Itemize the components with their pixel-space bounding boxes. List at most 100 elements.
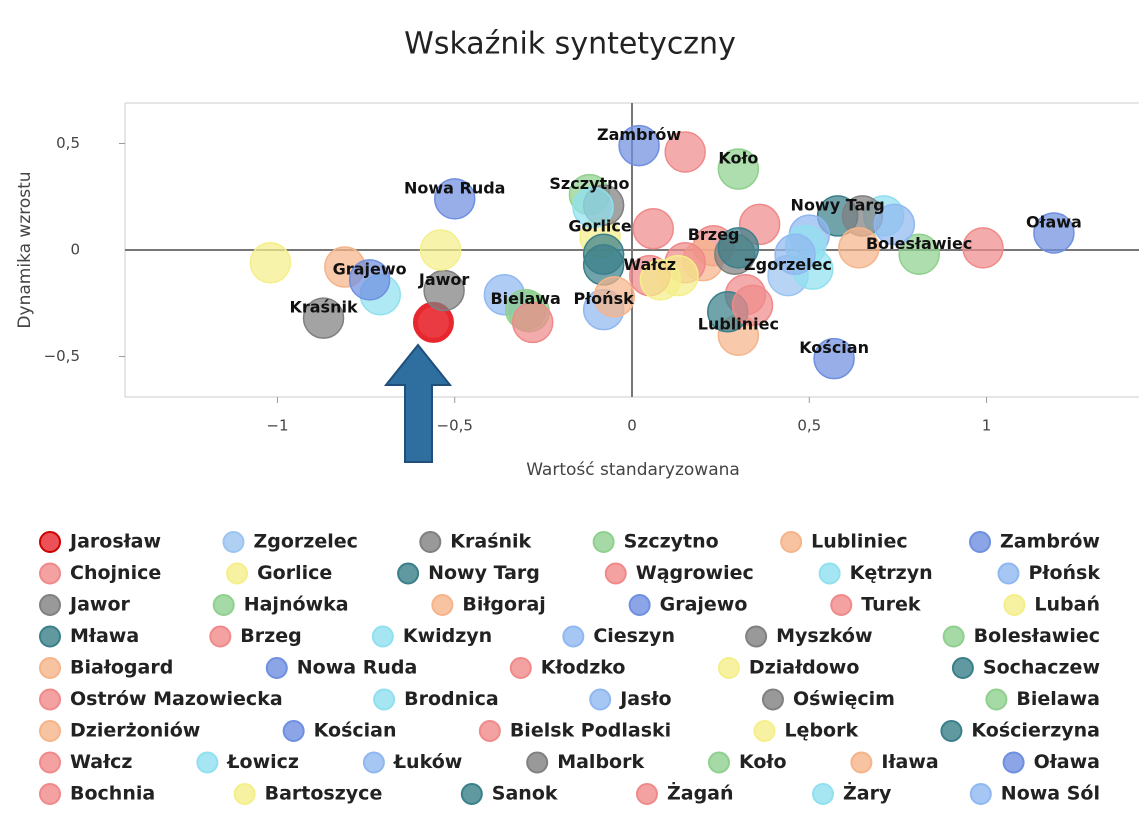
legend-label: Jawor [68, 594, 130, 616]
legend-marker [707, 751, 730, 774]
legend-marker [39, 688, 61, 711]
legend-label: Zgorzelec [253, 531, 357, 553]
bubble [873, 203, 916, 246]
x-tick-label: 0,5 [797, 417, 821, 435]
legend-label: Kłodzko [541, 657, 626, 679]
legend-marker [39, 657, 61, 679]
legend-label: Sochaczew [983, 657, 1100, 679]
legend-label: Chojnice [70, 562, 161, 584]
y-tick-label: 0 [70, 241, 80, 259]
legend-label: Brzeg [240, 625, 301, 647]
bubble [302, 297, 345, 339]
legend-marker [969, 531, 992, 553]
legend-label: Wągrowiec [636, 562, 754, 584]
x-tick-label: −0,5 [437, 417, 473, 435]
chart-title: Wskaźnik syntetyczny [404, 27, 736, 62]
point-label: Nowa Ruda [404, 178, 506, 197]
point-label: Jawor [418, 270, 470, 289]
legend-label: Żary [843, 781, 892, 805]
bubble [664, 131, 706, 173]
legend-label: Bochnia [70, 783, 155, 805]
point-label: Bielawa [490, 289, 560, 308]
legend-marker [562, 625, 585, 648]
legend-marker [940, 720, 963, 742]
legend-marker [589, 688, 612, 711]
point-label: Szczytno [549, 174, 629, 193]
bubble [898, 233, 940, 276]
legend-marker [604, 562, 627, 585]
legend-label: Lubliniec [811, 531, 907, 553]
bubble [423, 269, 465, 312]
legend-label: Łowicz [226, 751, 299, 773]
bubble [774, 233, 816, 276]
bubble [731, 284, 774, 327]
legend-label: Kościan [314, 720, 397, 742]
legend-label: Sanok [492, 783, 558, 805]
legend-marker [942, 625, 965, 648]
legend-marker [628, 594, 651, 616]
legend-marker [431, 594, 454, 616]
legend-marker [830, 594, 853, 616]
legend-label: Lębork [784, 720, 858, 742]
legend-label: Łuków [393, 751, 462, 773]
legend-label: Brodnica [404, 688, 499, 710]
legend-label: Jasło [618, 688, 671, 710]
legend-marker [419, 531, 442, 553]
legend-label: Iława [881, 751, 938, 773]
legend-marker [397, 562, 420, 585]
legend-label: Turek [861, 594, 921, 616]
legend-marker [969, 783, 992, 805]
point-label: Nowy Targ [791, 195, 885, 214]
bubble [717, 148, 760, 190]
bubble [813, 337, 855, 380]
legend-marker [997, 562, 1020, 585]
legend-marker [39, 625, 61, 648]
legend-label: Żagań [667, 781, 734, 805]
legend-label: Płońsk [1028, 562, 1100, 584]
point-label: Płońsk [574, 289, 635, 308]
legend-marker [371, 625, 394, 648]
legend-marker [39, 720, 61, 742]
legend-label: Kętrzyn [850, 562, 933, 584]
legend-label: Malbork [557, 751, 644, 773]
x-axis-label: Wartość standaryzowana [526, 460, 740, 480]
legend-label: Hajnówka [244, 594, 349, 616]
arrow [383, 343, 453, 463]
legend-marker [753, 720, 776, 742]
bubble [632, 207, 675, 250]
legend-label: Bartoszyce [265, 783, 383, 805]
legend-marker [39, 531, 61, 553]
legend-marker [850, 751, 873, 774]
legend-marker [222, 531, 245, 553]
legend-label: Myszków [776, 625, 872, 647]
legend-marker [196, 751, 219, 774]
legend-label: Cieszyn [593, 625, 675, 647]
legend-label: Nowa Sól [1001, 783, 1100, 805]
legend-label: Kościerzyna [971, 720, 1100, 742]
legend-marker [951, 657, 974, 679]
point-label: Brzeg [688, 225, 740, 244]
legend-marker [526, 751, 549, 774]
bubble [717, 227, 760, 269]
legend-label: Gorlice [257, 562, 332, 584]
legend-marker [209, 625, 232, 648]
bubble [962, 227, 1004, 269]
legend-label: Bolesławiec [974, 625, 1100, 647]
legend-marker [233, 783, 256, 805]
legend-label: Ostrów Mazowiecka [70, 688, 283, 710]
point-label: Gorlice [568, 217, 631, 236]
y-axis-label: Dynamika wzrostu [15, 171, 35, 328]
y-tick-label: 0,5 [56, 134, 80, 152]
legend-label: Nowy Targ [428, 562, 540, 584]
legend-marker [39, 751, 61, 774]
legend-marker [460, 783, 483, 805]
legend-marker [282, 720, 305, 742]
legend-marker [985, 688, 1008, 711]
point-label: Grajewo [333, 259, 407, 278]
legend-marker [780, 531, 803, 553]
legend-label: Działdowo [749, 657, 859, 679]
legend-label: Mława [70, 625, 139, 647]
legend-marker [265, 657, 288, 679]
bubble [639, 259, 682, 301]
